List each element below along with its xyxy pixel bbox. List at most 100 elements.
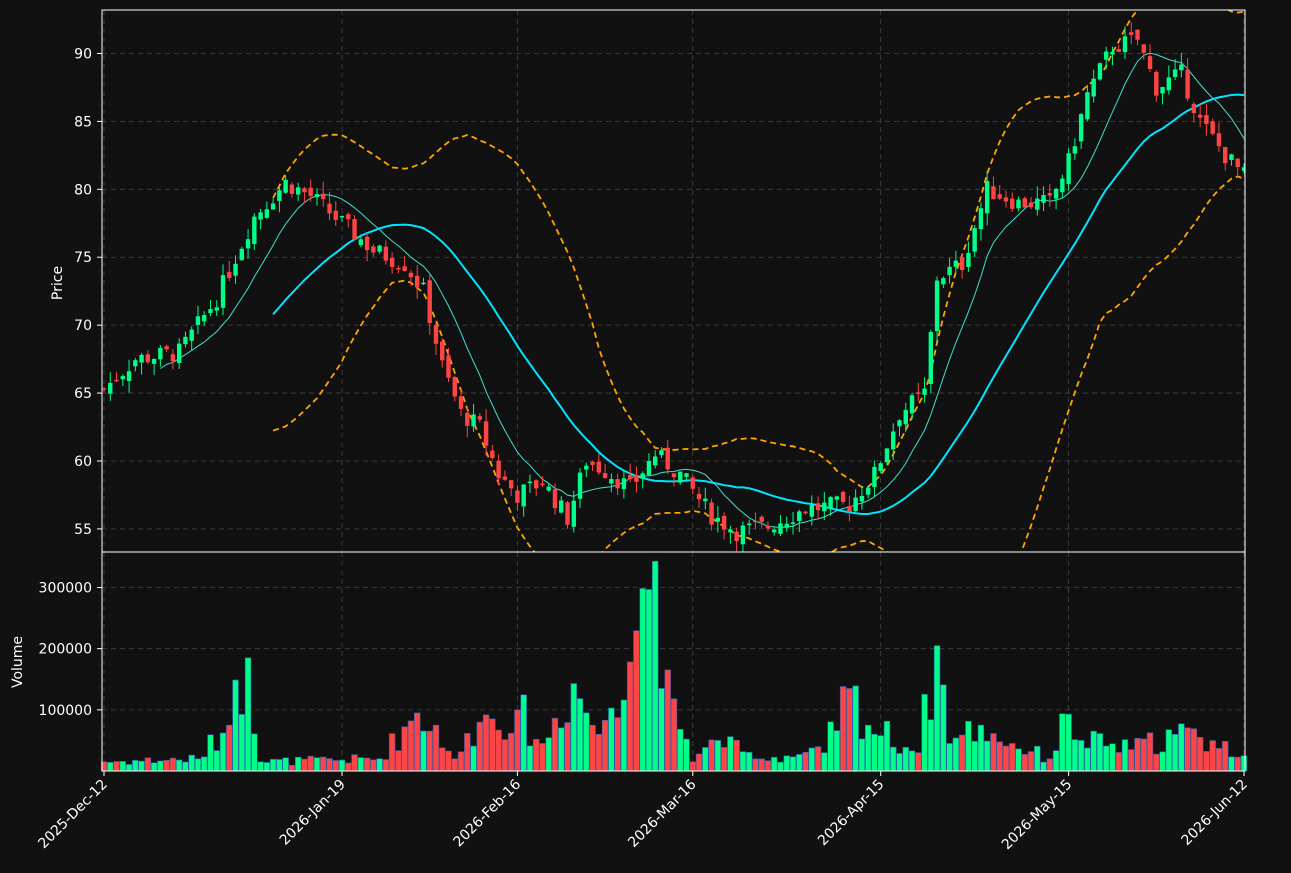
candle-body (1085, 92, 1090, 120)
candle-body (283, 179, 288, 193)
candle-body (189, 329, 194, 341)
volume-bar (595, 734, 603, 772)
volume-bar (470, 745, 477, 772)
volume-bar (464, 733, 471, 772)
candle-body (916, 392, 921, 394)
volume-bar (620, 699, 628, 772)
candle-body (847, 506, 852, 512)
volume-bar (745, 751, 753, 772)
candle-body (515, 490, 520, 503)
volume-bar (1178, 723, 1185, 772)
candle-body (302, 188, 307, 193)
volume-bar (1240, 755, 1248, 772)
candle-body (615, 479, 620, 489)
volume-bar (689, 761, 696, 772)
volume-bar (432, 724, 440, 772)
candle-body (1110, 51, 1115, 55)
candle-body (126, 371, 132, 381)
candle-body (277, 190, 282, 201)
candle-body (120, 376, 125, 380)
volume-bar (570, 683, 577, 772)
volume-bar (382, 759, 390, 772)
candle-body (627, 475, 633, 480)
candle-body (740, 525, 746, 545)
candle-body (978, 208, 984, 230)
bollinger-bands (272, 10, 1245, 552)
volume-bars (100, 560, 1248, 772)
price-tick-label: 70 (74, 318, 92, 334)
volume-bar (407, 720, 415, 772)
axis-labels: Price Volume (10, 266, 66, 688)
volume-bar (244, 657, 252, 772)
volume-bar (232, 679, 239, 772)
volume-bar (1071, 739, 1079, 772)
volume-bar (307, 755, 314, 772)
candle-body (991, 186, 996, 200)
volume-bar (677, 728, 684, 772)
volume-bar (1228, 756, 1235, 772)
price-tick-label: 90 (74, 46, 92, 62)
volume-bar (695, 753, 703, 772)
volume-bar (739, 751, 747, 772)
candle-body (114, 379, 119, 382)
volume-bar (921, 693, 928, 772)
candle-body (1047, 193, 1053, 196)
volume-bar (752, 758, 759, 772)
volume-bar (896, 753, 903, 772)
volume-bar (213, 750, 220, 772)
candle-body (1091, 78, 1096, 97)
volume-bar (1103, 745, 1110, 772)
volume-bar (320, 756, 327, 772)
volume-bar (132, 760, 139, 772)
candle-body (1204, 115, 1209, 125)
volume-bar (1065, 713, 1072, 772)
candle-body (440, 341, 445, 361)
candle-body (145, 354, 151, 363)
candle-body (346, 214, 351, 220)
candle-body (859, 495, 865, 502)
volume-bar (983, 740, 991, 772)
candle-body (984, 181, 990, 214)
volume-bar (852, 685, 859, 772)
volume-bar (933, 645, 941, 772)
volume-bar (1046, 758, 1054, 772)
candle-body (195, 316, 201, 325)
volume-bar (1196, 737, 1204, 772)
volume-bar (238, 714, 245, 772)
candle-body (828, 497, 833, 508)
volume-bar (1002, 745, 1010, 772)
candle-body (602, 473, 608, 479)
volume-bar (564, 722, 571, 772)
volume-bar (858, 738, 866, 772)
volume-bar (395, 750, 402, 772)
candle-body (621, 478, 627, 490)
volume-bar (1222, 741, 1229, 772)
candle-body (1210, 121, 1215, 134)
candle-body (690, 477, 695, 489)
candle-body (533, 480, 539, 489)
candle-body (941, 278, 946, 285)
volume-bar (727, 736, 734, 772)
volume-bar (758, 758, 765, 772)
volume-bar (125, 764, 133, 772)
candle-body (715, 517, 721, 522)
volume-bar (783, 755, 790, 772)
volume-bar (664, 669, 671, 772)
volume-bar (144, 757, 152, 772)
lower-band-line (272, 175, 1245, 552)
volume-bar (658, 688, 665, 772)
volume-bar (1165, 729, 1173, 772)
candle-body (446, 355, 451, 378)
volume-bar (1128, 749, 1135, 772)
candle-body (352, 219, 357, 240)
candle-body (840, 491, 846, 502)
volume-bar (940, 684, 947, 772)
volume-bar (1184, 727, 1191, 772)
volume-bar (626, 661, 634, 772)
candle-body (1035, 198, 1040, 210)
volume-panel-frame (101, 551, 1246, 772)
candle-body (396, 267, 401, 270)
candle-body (139, 354, 144, 363)
candle-body (734, 531, 739, 542)
